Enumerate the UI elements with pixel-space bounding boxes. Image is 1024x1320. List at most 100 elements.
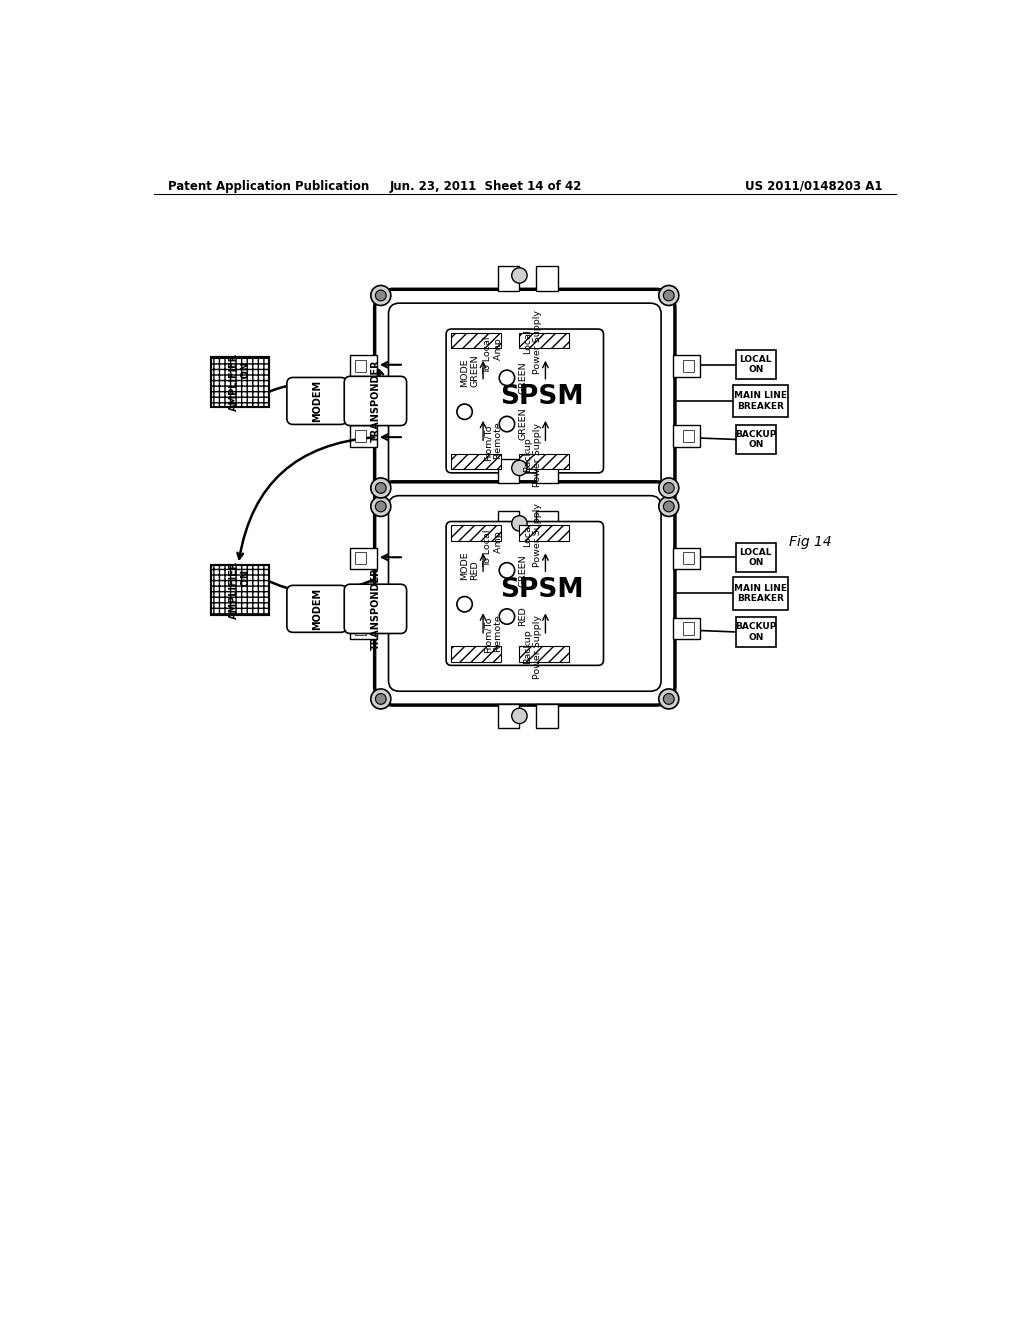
Bar bbox=[350, 548, 377, 569]
Bar bbox=[683, 359, 694, 372]
Circle shape bbox=[457, 597, 472, 612]
Text: Local
Power Supply: Local Power Supply bbox=[522, 310, 542, 374]
FancyBboxPatch shape bbox=[537, 704, 558, 729]
FancyBboxPatch shape bbox=[736, 350, 776, 379]
Bar bbox=[355, 359, 367, 372]
Text: GREEN: GREEN bbox=[470, 355, 479, 387]
FancyBboxPatch shape bbox=[736, 618, 776, 647]
FancyBboxPatch shape bbox=[537, 511, 558, 536]
Circle shape bbox=[658, 496, 679, 516]
Bar bbox=[407, 343, 523, 447]
Circle shape bbox=[371, 689, 391, 709]
Circle shape bbox=[500, 370, 515, 385]
FancyBboxPatch shape bbox=[287, 378, 347, 425]
Text: LOCAL
ON: LOCAL ON bbox=[739, 548, 772, 568]
Circle shape bbox=[512, 268, 527, 284]
Bar bbox=[673, 355, 699, 376]
Circle shape bbox=[500, 562, 515, 578]
FancyBboxPatch shape bbox=[375, 289, 675, 512]
FancyBboxPatch shape bbox=[537, 267, 558, 290]
Bar bbox=[519, 525, 568, 541]
Text: AMPLIFIER
       ON: AMPLIFIER ON bbox=[229, 561, 251, 619]
Text: GREEN: GREEN bbox=[518, 554, 527, 586]
Circle shape bbox=[512, 516, 527, 531]
FancyBboxPatch shape bbox=[498, 704, 519, 729]
Text: Jun. 23, 2011  Sheet 14 of 42: Jun. 23, 2011 Sheet 14 of 42 bbox=[390, 180, 583, 193]
Bar bbox=[407, 536, 523, 640]
FancyBboxPatch shape bbox=[537, 459, 558, 483]
Circle shape bbox=[376, 483, 386, 494]
Text: US 2011/0148203 A1: US 2011/0148203 A1 bbox=[744, 180, 882, 193]
Circle shape bbox=[376, 693, 386, 705]
Text: To Local
    Amp: To Local Amp bbox=[483, 529, 503, 566]
Circle shape bbox=[658, 689, 679, 709]
Text: BACKUP
ON: BACKUP ON bbox=[735, 622, 776, 642]
Text: SPSM: SPSM bbox=[500, 577, 584, 603]
FancyBboxPatch shape bbox=[736, 543, 776, 572]
Text: LOCAL
ON: LOCAL ON bbox=[739, 355, 772, 375]
Text: Patent Application Publication: Patent Application Publication bbox=[168, 180, 369, 193]
FancyBboxPatch shape bbox=[498, 511, 519, 536]
Circle shape bbox=[376, 290, 386, 301]
Circle shape bbox=[658, 285, 679, 305]
Circle shape bbox=[664, 483, 674, 494]
Circle shape bbox=[664, 693, 674, 705]
Text: Backup
Power Supply: Backup Power Supply bbox=[522, 615, 542, 678]
Text: Backup
Power Supply: Backup Power Supply bbox=[522, 422, 542, 487]
FancyBboxPatch shape bbox=[375, 482, 675, 705]
Text: MODE: MODE bbox=[460, 359, 469, 387]
Circle shape bbox=[371, 478, 391, 498]
Circle shape bbox=[371, 285, 391, 305]
Bar bbox=[355, 623, 367, 635]
FancyBboxPatch shape bbox=[733, 577, 788, 610]
Bar bbox=[355, 552, 367, 565]
FancyBboxPatch shape bbox=[736, 425, 776, 454]
Circle shape bbox=[500, 416, 515, 432]
Text: Fig 14: Fig 14 bbox=[788, 535, 831, 549]
Bar bbox=[211, 356, 268, 407]
Text: MODEM: MODEM bbox=[312, 380, 322, 422]
Bar bbox=[673, 548, 699, 569]
Circle shape bbox=[664, 502, 674, 512]
Circle shape bbox=[376, 502, 386, 512]
Text: AMPLIFIER
       ON: AMPLIFIER ON bbox=[229, 352, 251, 411]
Bar bbox=[683, 430, 694, 442]
Text: MODEM: MODEM bbox=[312, 587, 322, 630]
Bar bbox=[350, 425, 377, 447]
Text: From/To
 Remote: From/To Remote bbox=[483, 615, 503, 655]
Bar bbox=[519, 645, 568, 661]
Circle shape bbox=[664, 290, 674, 301]
Bar bbox=[211, 565, 268, 615]
Bar bbox=[452, 645, 502, 661]
Bar bbox=[683, 623, 694, 635]
Bar bbox=[519, 333, 568, 348]
Bar bbox=[211, 356, 268, 407]
Bar bbox=[350, 618, 377, 639]
FancyBboxPatch shape bbox=[344, 585, 407, 634]
Circle shape bbox=[512, 708, 527, 723]
Text: RED: RED bbox=[518, 607, 527, 627]
Circle shape bbox=[658, 478, 679, 498]
Text: Local
Power Supply: Local Power Supply bbox=[522, 503, 542, 566]
Text: BACKUP
ON: BACKUP ON bbox=[735, 430, 776, 449]
FancyBboxPatch shape bbox=[388, 496, 662, 692]
Text: GREEN: GREEN bbox=[518, 408, 527, 441]
Bar bbox=[673, 425, 699, 447]
Bar bbox=[350, 355, 377, 376]
Circle shape bbox=[512, 461, 527, 475]
FancyBboxPatch shape bbox=[733, 385, 788, 417]
Text: TRANSPONDER: TRANSPONDER bbox=[371, 359, 381, 442]
Bar bbox=[452, 525, 502, 541]
FancyBboxPatch shape bbox=[446, 329, 603, 473]
Bar bbox=[355, 430, 367, 442]
Circle shape bbox=[457, 404, 472, 420]
FancyBboxPatch shape bbox=[498, 267, 519, 290]
Text: MAIN LINE
BREAKER: MAIN LINE BREAKER bbox=[734, 391, 786, 411]
Text: SPSM: SPSM bbox=[500, 384, 584, 411]
FancyBboxPatch shape bbox=[388, 304, 662, 499]
Bar bbox=[673, 618, 699, 639]
FancyBboxPatch shape bbox=[498, 459, 519, 483]
FancyBboxPatch shape bbox=[287, 585, 347, 632]
Text: From/To
 Remote: From/To Remote bbox=[483, 422, 503, 462]
Text: GREEN: GREEN bbox=[518, 362, 527, 395]
